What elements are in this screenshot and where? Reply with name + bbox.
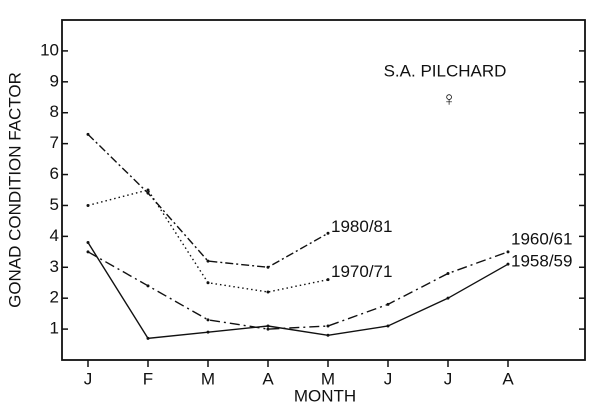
point (386, 302, 390, 306)
y-tick-label: 3 (50, 257, 59, 276)
series-line (87, 133, 329, 268)
series-label: 1980/81 (331, 217, 392, 236)
x-tick-label: M (201, 369, 215, 388)
y-tick-label: 5 (50, 195, 59, 214)
point (86, 250, 90, 254)
y-tick-label: 9 (50, 71, 59, 90)
point (146, 188, 150, 192)
point (326, 278, 330, 282)
point (266, 327, 270, 331)
point (206, 318, 210, 322)
point (86, 241, 90, 245)
chart-subtitle: ♀ (442, 88, 457, 110)
x-tick-label: A (502, 369, 514, 388)
series-line (87, 251, 509, 330)
point (146, 284, 150, 288)
point (86, 203, 90, 207)
series-line (87, 242, 509, 340)
x-tick-label: F (143, 369, 153, 388)
point (266, 324, 270, 328)
x-axis-label: MONTH (294, 386, 356, 405)
point (86, 132, 90, 136)
point (206, 259, 210, 263)
x-tick-label: A (262, 369, 274, 388)
point (506, 250, 510, 254)
y-tick-label: 8 (50, 102, 59, 121)
chart-title: S.A. PILCHARD (384, 61, 507, 80)
point (266, 265, 270, 269)
point (206, 330, 210, 334)
point (326, 333, 330, 337)
point (446, 271, 450, 275)
y-axis-label: GONAD CONDITION FACTOR (5, 72, 24, 308)
x-tick-label: J (384, 369, 393, 388)
series-line (87, 189, 329, 293)
y-tick-label: 2 (50, 288, 59, 307)
x-tick-label: M (321, 369, 335, 388)
y-tick-label: 4 (50, 226, 59, 245)
point (326, 231, 330, 235)
series-label: 1960/61 (511, 229, 572, 248)
point (206, 281, 210, 285)
y-tick-label: 10 (40, 40, 59, 59)
x-tick-label: J (84, 369, 93, 388)
point (326, 324, 330, 328)
plot-frame (61, 19, 586, 361)
point (446, 296, 450, 300)
point (146, 336, 150, 340)
y-tick-label: 7 (50, 133, 59, 152)
series-label: 1958/59 (511, 252, 572, 271)
point (386, 324, 390, 328)
y-tick-label: 6 (50, 164, 59, 183)
point (266, 290, 270, 294)
y-tick-label: 1 (50, 319, 59, 338)
x-tick-label: J (444, 369, 453, 388)
point (506, 262, 510, 266)
series-label: 1970/71 (331, 262, 392, 281)
